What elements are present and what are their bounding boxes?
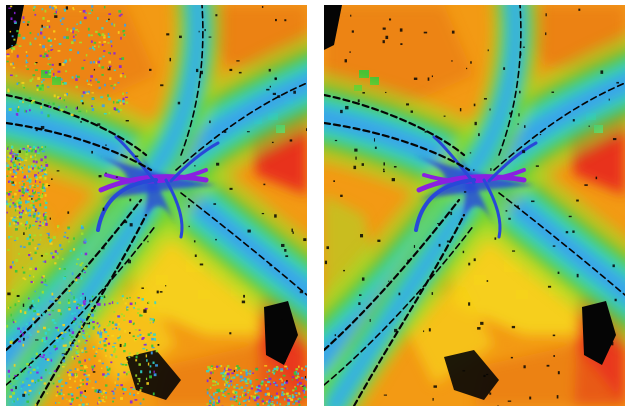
nodata-areas: [6, 5, 307, 402]
right-depth-map: [324, 5, 625, 406]
nodata-areas: [324, 5, 619, 406]
nodata-streaks: [324, 5, 625, 406]
left-depth-map: [6, 5, 307, 406]
left-panel-image: [6, 5, 307, 406]
ramps: [96, 135, 220, 239]
ramps: [414, 135, 538, 239]
right-panel-image: [324, 5, 625, 406]
noise-speckle: [6, 5, 307, 406]
